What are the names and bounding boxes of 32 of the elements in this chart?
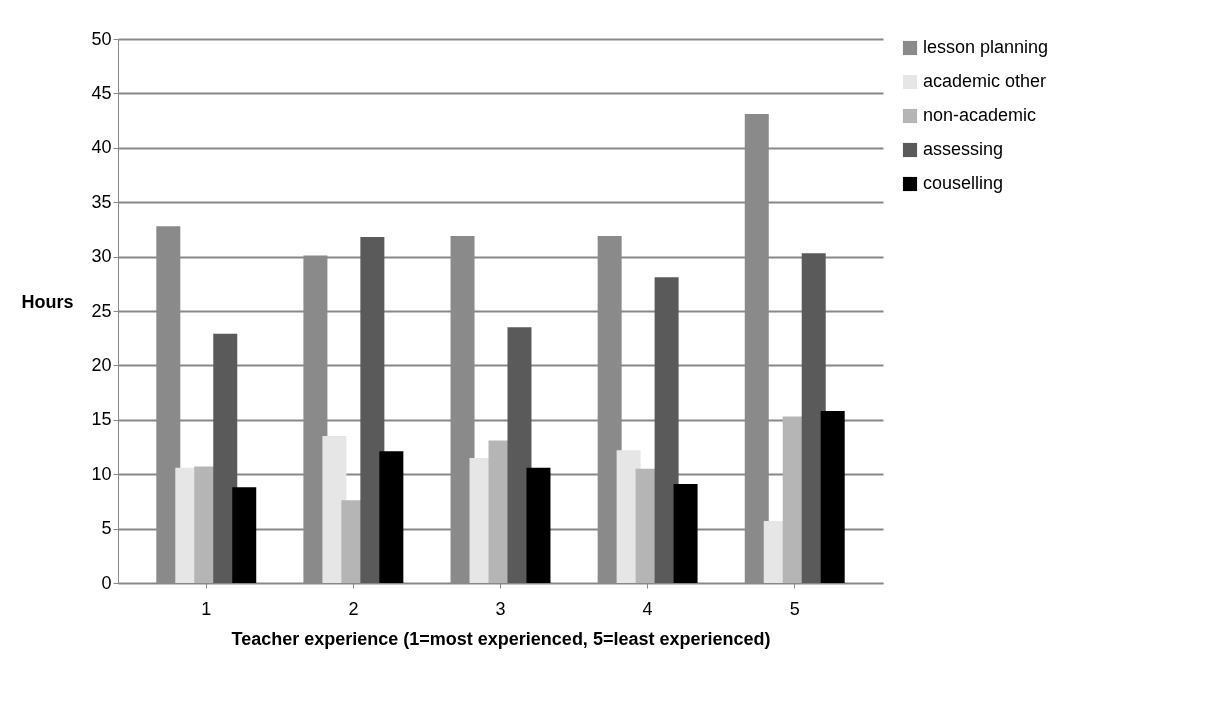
legend-label: academic other [923,71,1047,91]
legend-label: lesson planning [923,37,1049,57]
x-tick-label: 1 [201,598,212,619]
y-tick-label: 45 [91,82,112,103]
bar [526,467,551,583]
y-tick-label: 40 [91,137,112,158]
bar [820,411,845,583]
x-axis-title: Teacher experience (1=most experienced, 5=least experienced) [231,628,771,649]
legend-label: non-academic [923,105,1037,125]
bar [232,487,257,583]
bar [673,483,698,583]
x-tick-label: 3 [495,598,506,619]
bar [360,237,385,583]
y-tick-label: 20 [91,354,112,375]
y-axis-title: Hours [21,291,74,312]
x-tick-label: 4 [642,598,653,619]
y-tick-label: 35 [91,191,112,212]
y-tick-label: 25 [91,300,112,321]
y-tick-label: 0 [101,572,112,593]
y-tick-label: 10 [91,463,112,484]
y-tick-label: 50 [91,28,112,49]
y-tick-label: 5 [101,518,112,539]
x-tick-label: 5 [789,598,800,619]
y-tick-label: 15 [91,409,112,430]
bar [213,333,238,583]
legend-label: couselling [923,173,1004,193]
y-tick-label: 30 [91,246,112,267]
legend-label: assessing [923,139,1004,159]
bar [507,327,532,583]
bar [379,451,404,583]
x-tick-label: 2 [348,598,359,619]
bar [654,277,679,583]
